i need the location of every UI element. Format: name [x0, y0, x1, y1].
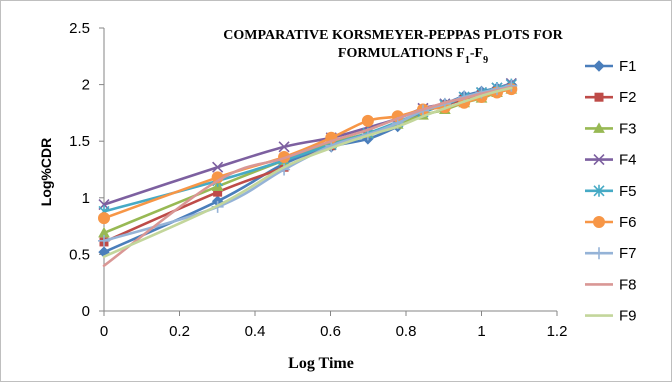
legend-marker-f3 — [593, 122, 605, 133]
legend-label-f1: F1 — [619, 58, 637, 75]
chart-title-main: FORMULATIONS F — [338, 46, 465, 61]
series-f9 — [102, 86, 513, 258]
x-tick-label: 0.6 — [320, 323, 341, 340]
x-tick-label: 0 — [100, 323, 108, 340]
y-tick-label: 2 — [82, 77, 90, 94]
data-point-f7 — [98, 234, 110, 247]
legend-item-f7: F7 — [585, 245, 637, 262]
axes: 0 0.5 1 1.5 2 2.5 0 0.2 0.4 0.6 0.8 1 1.2 — [69, 20, 567, 340]
legend-marker-f7 — [593, 247, 605, 260]
legend-label-f5: F5 — [619, 183, 637, 200]
legend-label-f9: F9 — [619, 308, 637, 325]
x-tick-label: 0.8 — [396, 323, 417, 340]
legend-label-f6: F6 — [619, 214, 637, 231]
x-tick-label: 0.2 — [169, 323, 190, 340]
legend-label-f3: F3 — [619, 120, 637, 137]
chart-title-line1: COMPARATIVE KORSMEYER-PEPPAS PLOTS FOR — [223, 28, 563, 43]
legend-item-f6: F6 — [585, 214, 637, 231]
legend-item-f2: F2 — [585, 89, 637, 106]
x-tick-label: 0.4 — [245, 323, 266, 340]
legend-item-f8: F8 — [585, 276, 637, 293]
legend-item-f4: F4 — [585, 152, 637, 169]
legend-marker-f2 — [594, 92, 604, 102]
legend: F1 F2 F3 F4 F5 F6 F7 F8 F9 — [585, 58, 637, 325]
y-tick-label: 0 — [82, 303, 90, 320]
legend-label-f4: F4 — [619, 152, 637, 169]
data-point-f4 — [212, 161, 224, 173]
y-tick-label: 0.5 — [69, 246, 90, 263]
data-point-f4 — [278, 141, 290, 153]
y-tick-label: 1 — [82, 190, 90, 207]
legend-marker-f1 — [593, 60, 605, 72]
legend-item-f1: F1 — [585, 58, 637, 75]
legend-label-f8: F8 — [619, 276, 637, 293]
legend-marker-f6 — [593, 216, 605, 228]
series-layer — [98, 77, 518, 268]
legend-item-f3: F3 — [585, 120, 637, 137]
legend-marker-f4 — [593, 154, 605, 166]
data-point-f6 — [98, 212, 110, 225]
x-tick-label: 1 — [477, 323, 485, 340]
legend-item-f5: F5 — [585, 183, 637, 200]
y-tick-label: 2.5 — [69, 20, 90, 37]
legend-label-f7: F7 — [619, 245, 637, 262]
legend-label-f2: F2 — [619, 89, 637, 106]
series-f8 — [102, 85, 513, 268]
series-line-f9 — [102, 86, 513, 258]
chart-title-line2: FORMULATIONS F1-F9 — [338, 46, 488, 66]
chart-title-dash: -F — [470, 46, 483, 61]
x-axis-label: Log Time — [288, 355, 354, 372]
y-tick-label: 1.5 — [69, 133, 90, 150]
data-point-f6 — [361, 114, 374, 127]
x-tick-label: 1.2 — [547, 323, 568, 340]
series-line-f8 — [102, 85, 513, 268]
chart-title-sub1: 1 — [465, 55, 470, 66]
legend-item-f9: F9 — [585, 308, 637, 325]
legend-marker-f5 — [593, 184, 605, 197]
chart-title-sub2: 9 — [483, 55, 488, 66]
y-axis-label: Log%CDR — [38, 138, 54, 206]
